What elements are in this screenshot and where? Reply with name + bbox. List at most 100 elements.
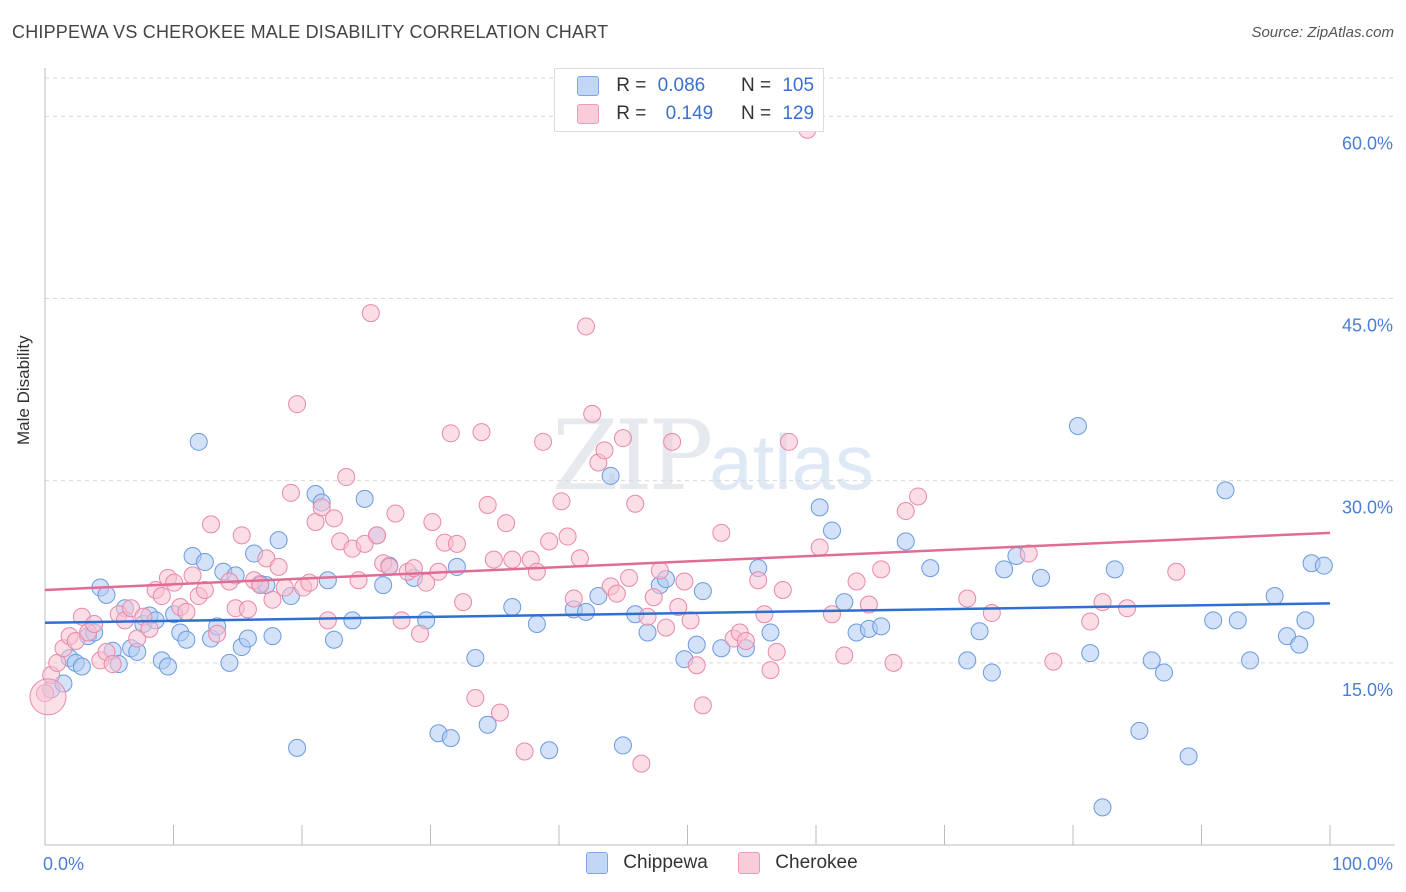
point-cherokee (669, 597, 688, 616)
point-cherokee (165, 573, 184, 592)
point-cherokee (515, 742, 534, 761)
point-chippewa (1290, 635, 1309, 654)
point-chippewa (995, 560, 1014, 579)
point-cherokee (337, 468, 356, 487)
point-chippewa (1154, 663, 1173, 682)
point-cherokee (423, 512, 442, 531)
point-cherokee (257, 549, 276, 568)
point-cherokee (620, 568, 639, 587)
point-chippewa (466, 648, 485, 667)
point-chippewa (1130, 721, 1149, 740)
point-cherokee (183, 566, 202, 585)
point-cherokee (466, 689, 485, 708)
point-cherokee (269, 557, 288, 576)
point-cherokee (1081, 612, 1100, 631)
point-chippewa (269, 531, 288, 550)
point-chippewa (613, 736, 632, 755)
point-chippewa (970, 622, 989, 641)
legend-n-label: N = (740, 103, 772, 124)
point-cherokee (128, 629, 147, 648)
point-cherokee (490, 703, 509, 722)
y-tick-label: 15.0% (1342, 680, 1393, 700)
point-cherokee (650, 561, 669, 580)
point-chippewa (822, 521, 841, 540)
point-cherokee (392, 611, 411, 630)
point-cherokee (312, 498, 331, 517)
point-cherokee (552, 492, 571, 511)
point-chippewa (220, 653, 239, 672)
point-cherokee (644, 588, 663, 607)
point-chippewa (1105, 560, 1124, 579)
point-chippewa (1068, 417, 1087, 436)
bottom-legend-cherokee: Cherokee (738, 852, 858, 874)
point-cherokee (454, 593, 473, 612)
point-cherokee (380, 557, 399, 576)
point-chippewa (687, 635, 706, 654)
point-cherokee (368, 526, 387, 545)
point-cherokee (958, 589, 977, 608)
point-cherokee (675, 572, 694, 591)
point-chippewa (1216, 481, 1235, 500)
legend-n-label: N = (740, 75, 772, 96)
point-cherokee (1118, 599, 1137, 618)
point-cherokee (361, 304, 380, 323)
point-chippewa (374, 576, 393, 595)
point-chippewa (441, 729, 460, 748)
point-cherokee (324, 509, 343, 528)
point-chippewa (540, 741, 559, 760)
point-chippewa (324, 630, 343, 649)
point-chippewa (1314, 556, 1333, 575)
point-cherokee (693, 696, 712, 715)
point-cherokee (318, 611, 337, 630)
legend-r-label: R = (616, 75, 647, 96)
point-cherokee (982, 604, 1001, 623)
point-chippewa (982, 663, 1001, 682)
point-cherokee (687, 656, 706, 675)
legend-swatch-cherokee (577, 104, 599, 124)
x-tick-label-max: 100.0% (1332, 854, 1393, 874)
point-chippewa (478, 715, 497, 734)
point-chippewa (1081, 644, 1100, 663)
point-cherokee (527, 562, 546, 581)
point-chippewa (238, 629, 257, 648)
point-chippewa (177, 630, 196, 649)
point-cherokee (140, 619, 159, 638)
point-chippewa (712, 639, 731, 658)
point-cherokee (122, 599, 141, 618)
point-chippewa (343, 611, 362, 630)
point-cherokee (638, 607, 657, 626)
point-cherokee (29, 678, 67, 716)
point-chippewa (355, 489, 374, 508)
legend-r-value: 0.086 (657, 75, 706, 96)
point-cherokee (441, 424, 460, 443)
point-cherokee (177, 602, 196, 621)
point-cherokee (613, 429, 632, 448)
point-cherokee (386, 504, 405, 523)
point-chippewa (1179, 747, 1198, 766)
point-cherokee (232, 526, 251, 545)
point-cherokee (755, 605, 774, 624)
point-chippewa (527, 614, 546, 633)
point-chippewa (958, 651, 977, 670)
legend-r-label: R = (616, 103, 647, 124)
tick-labels: 15.0% 30.0% 45.0% 60.0% 0.0% 100.0% (43, 133, 1393, 874)
watermark: ZIPatlas (552, 400, 874, 512)
point-cherokee (632, 754, 651, 773)
point-chippewa (810, 498, 829, 517)
y-tick-label: 30.0% (1342, 498, 1393, 518)
point-cherokee (909, 487, 928, 506)
point-cherokee (767, 642, 786, 661)
point-chippewa (318, 571, 337, 590)
point-cherokee (503, 550, 522, 569)
point-cherokee (534, 432, 553, 451)
point-chippewa (1228, 611, 1247, 630)
point-cherokee (349, 571, 368, 590)
point-cherokee (1167, 562, 1186, 581)
point-chippewa (195, 553, 214, 572)
point-cherokee (288, 395, 307, 414)
point-cherokee (103, 655, 122, 674)
point-chippewa (638, 623, 657, 642)
point-cherokee (583, 404, 602, 423)
point-chippewa (503, 597, 522, 616)
